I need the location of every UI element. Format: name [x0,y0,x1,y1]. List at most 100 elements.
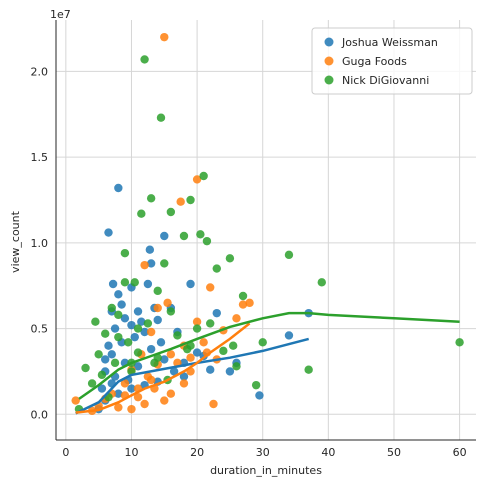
data-point [133,348,143,357]
data-point [238,291,248,301]
data-point [123,338,133,347]
data-point [199,338,208,347]
data-point [179,372,189,381]
data-point [146,375,156,385]
y-tick-label: 1.0 [31,237,49,250]
data-point [166,389,176,398]
legend-marker [324,56,334,66]
data-point [160,396,169,405]
data-point [219,346,228,356]
data-point [114,403,123,412]
data-point [206,319,215,328]
data-point [130,332,139,342]
data-point [232,314,241,323]
data-point [160,355,169,364]
data-point [107,350,116,359]
data-point [228,341,238,350]
data-point [101,355,110,364]
data-point [114,290,123,299]
data-point [114,389,123,398]
trend-line-0 [75,337,310,415]
data-point [110,324,120,333]
data-point [140,399,149,409]
data-point [225,254,235,263]
data-point [206,283,215,292]
data-point [245,298,254,308]
data-point [160,259,169,268]
data-point [133,362,143,371]
y-offset-text: 1e7 [50,8,71,21]
data-point [137,317,146,326]
data-point [196,230,205,239]
data-point [212,264,221,273]
data-point [166,350,176,359]
x-tick-label: 40 [321,446,335,459]
data-point [87,379,97,388]
legend-marker [324,75,334,85]
data-point [97,370,107,380]
x-tick-label: 10 [124,446,138,459]
legend-box [311,27,473,95]
data-point [199,171,208,181]
trend-line-2 [78,311,460,400]
legend: Joshua Weissman Guga Foods Nick DiGiovanni [311,27,473,95]
data-point [81,363,90,373]
data-point [169,367,179,376]
data-point [258,338,267,347]
y-tick-label: 2.0 [31,65,49,78]
data-point [455,338,464,347]
data-point [166,307,176,316]
x-tick-label: 30 [256,446,270,459]
data-point [120,278,130,287]
data-point [140,260,149,270]
y-tick-label: 0.0 [31,408,49,421]
y-axis-label: view_count [9,210,22,273]
data-point [156,338,166,347]
data-point [146,344,156,354]
data-point [110,358,120,368]
data-point [206,365,215,374]
data-point [145,245,155,254]
data-point [284,331,294,340]
x-tick-label: 50 [387,446,401,459]
data-point [71,396,80,405]
data-point [153,286,162,296]
data-point [120,314,130,323]
data-point [143,279,153,289]
data-point [146,194,156,203]
data-point [192,348,202,357]
data-point [101,329,110,338]
legend-label: Guga Foods [342,55,407,68]
data-point [232,362,241,371]
data-point [104,341,113,350]
data-point [160,231,169,241]
data-point [114,332,123,342]
trend-line-1 [75,322,251,414]
data-point [186,341,195,350]
data-point [120,379,130,388]
data-point [117,300,126,309]
data-point [146,259,156,268]
x-tick-label: 20 [190,446,204,459]
axes: 0 10 20 30 40 50 60 0.0 0.5 1.0 1.5 2.0 [31,20,476,459]
data-point [146,327,156,337]
data-point [173,331,182,340]
data-point [255,391,264,400]
series-2 [74,55,464,414]
y-tick-label: 1.5 [31,151,49,164]
data-point [186,353,195,362]
x-axis-label: duration_in_minutes [210,464,322,477]
data-point [133,392,143,402]
data-point [176,197,185,206]
data-point [114,310,123,320]
data-point [304,365,313,374]
series-0 [94,183,313,414]
data-point [163,298,172,308]
data-point [160,32,169,42]
data-point [179,231,189,241]
data-point [209,399,218,409]
data-point [94,350,103,359]
data-point [238,300,248,309]
data-point [133,307,143,316]
data-point [97,384,107,393]
